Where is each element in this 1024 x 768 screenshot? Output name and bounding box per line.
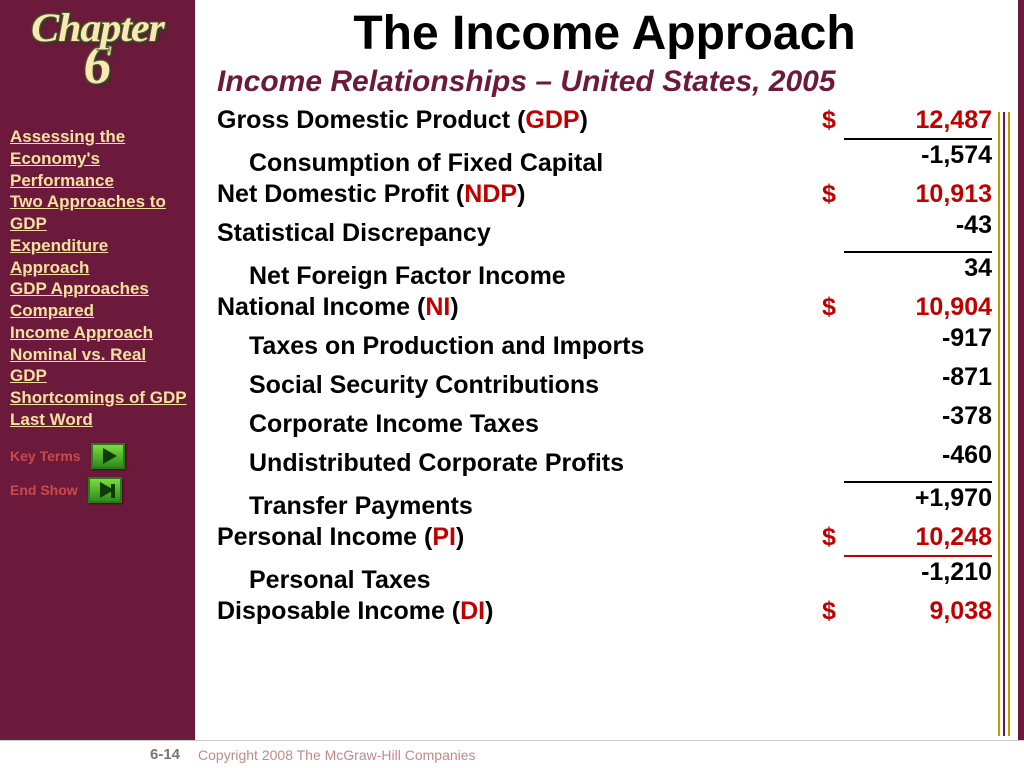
nav-link[interactable]: Shortcomings of GDP — [10, 388, 187, 407]
key-terms-row: Key Terms — [0, 439, 195, 473]
nav-link[interactable]: Last Word — [10, 410, 93, 429]
play-icon[interactable] — [91, 443, 125, 469]
skip-end-icon[interactable] — [88, 477, 122, 503]
row-value: -460 — [822, 440, 992, 471]
table-row: Personal Taxes-1,210 — [217, 553, 992, 596]
table-row: Social Security Contributions-871 — [217, 362, 992, 401]
table-row: Transfer Payments+1,970 — [217, 479, 992, 522]
row-label: Undistributed Corporate Profits — [217, 448, 822, 479]
row-value: 34 — [822, 249, 992, 284]
table-row: Net Domestic Profit (NDP)$10,913 — [217, 179, 992, 210]
row-value: -1,574 — [822, 136, 992, 171]
table-row: National Income (NI)$10,904 — [217, 292, 992, 323]
row-label: Gross Domestic Product (GDP) — [217, 105, 822, 136]
decorative-rules — [998, 112, 1010, 736]
row-value: -378 — [822, 401, 992, 432]
row-value: $12,487 — [822, 105, 992, 136]
copyright-text: Copyright 2008 The McGraw-Hill Companies — [180, 747, 476, 763]
row-label: Social Security Contributions — [217, 370, 822, 401]
nav-link[interactable]: Income Approach — [10, 323, 153, 342]
row-value: -917 — [822, 323, 992, 354]
main-content: The Income Approach Income Relationships… — [195, 0, 1024, 740]
row-label: Taxes on Production and Imports — [217, 331, 822, 362]
abbreviation: NDP — [464, 180, 517, 208]
nav-link[interactable]: Expenditure Approach — [10, 236, 108, 277]
nav-link[interactable]: Nominal vs. Real GDP — [10, 345, 146, 386]
row-label: Net Domestic Profit (NDP) — [217, 179, 822, 210]
table-row: Gross Domestic Product (GDP)$12,487 — [217, 105, 992, 136]
table-row: Corporate Income Taxes-378 — [217, 401, 992, 440]
table-row: Undistributed Corporate Profits-460 — [217, 440, 992, 479]
chapter-label: Chapter — [0, 4, 200, 51]
row-value: $9,038 — [822, 596, 992, 627]
row-value: $10,913 — [822, 179, 992, 210]
row-label: Statistical Discrepancy — [217, 218, 822, 249]
row-value: $10,904 — [822, 292, 992, 323]
abbreviation: NI — [425, 293, 450, 321]
key-terms-label: Key Terms — [10, 448, 81, 464]
table-row: Personal Income (PI)$10,248 — [217, 522, 992, 553]
table-row: Disposable Income (DI)$9,038 — [217, 596, 992, 627]
row-label: Transfer Payments — [217, 491, 822, 522]
footer: 6-14 Copyright 2008 The McGraw-Hill Comp… — [0, 740, 1024, 768]
abbreviation: PI — [432, 523, 456, 551]
end-show-row: End Show — [0, 473, 195, 507]
page-number: 6-14 — [0, 746, 180, 763]
abbreviation: GDP — [525, 106, 579, 134]
row-label: Net Foreign Factor Income — [217, 261, 822, 292]
row-label: Consumption of Fixed Capital — [217, 148, 822, 179]
row-value: +1,970 — [822, 479, 992, 514]
abbreviation: DI — [460, 597, 485, 625]
nav-links: Assessing the Economy's PerformanceTwo A… — [0, 122, 195, 439]
page-title: The Income Approach — [217, 6, 992, 61]
end-show-label: End Show — [10, 482, 78, 498]
table-row: Taxes on Production and Imports-917 — [217, 323, 992, 362]
row-value: -1,210 — [822, 553, 992, 588]
table-row: Net Foreign Factor Income34 — [217, 249, 992, 292]
income-table: Gross Domestic Product (GDP)$12,487Consu… — [217, 105, 992, 627]
row-label: Personal Taxes — [217, 565, 822, 596]
row-label: Personal Income (PI) — [217, 522, 822, 553]
table-row: Statistical Discrepancy-43 — [217, 210, 992, 249]
nav-link[interactable]: GDP Approaches Compared — [10, 279, 149, 320]
row-label: Corporate Income Taxes — [217, 409, 822, 440]
row-value: -871 — [822, 362, 992, 393]
page-subtitle: Income Relationships – United States, 20… — [217, 65, 992, 99]
chapter-badge: Chapter 6 — [0, 4, 195, 122]
nav-link[interactable]: Assessing the Economy's Performance — [10, 127, 125, 190]
row-label: Disposable Income (DI) — [217, 596, 822, 627]
table-row: Consumption of Fixed Capital-1,574 — [217, 136, 992, 179]
nav-link[interactable]: Two Approaches to GDP — [10, 192, 166, 233]
row-label: National Income (NI) — [217, 292, 822, 323]
row-value: -43 — [822, 210, 992, 241]
sidebar: Chapter 6 Assessing the Economy's Perfor… — [0, 0, 195, 768]
row-value: $10,248 — [822, 522, 992, 553]
